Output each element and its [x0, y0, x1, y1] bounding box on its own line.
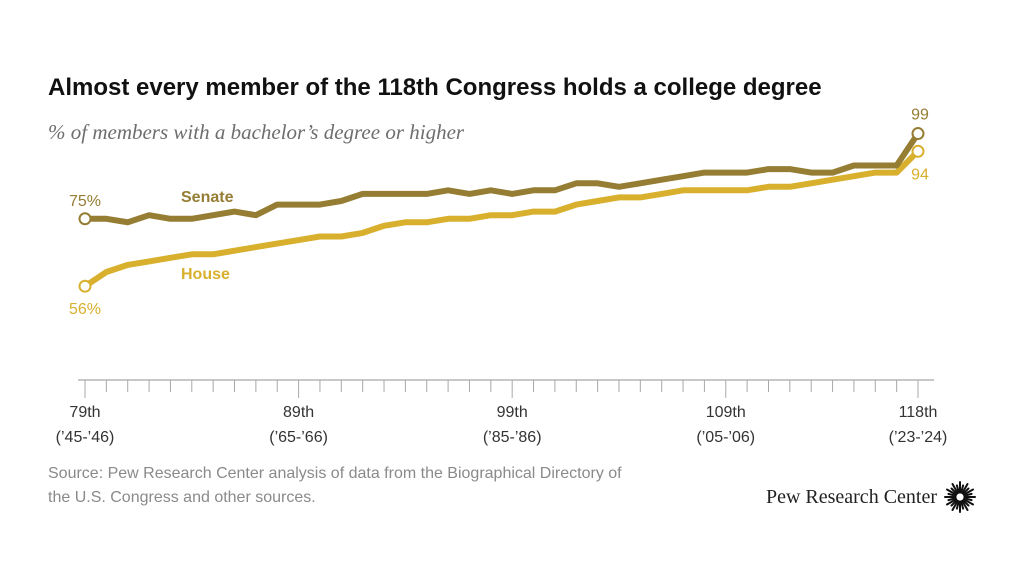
- x-tick-label: 118th: [899, 404, 938, 421]
- house-series-label: House: [181, 266, 230, 283]
- x-tick-label: 89th: [283, 404, 314, 421]
- house-end-point: [911, 144, 925, 158]
- x-tick-label: 109th: [706, 404, 746, 421]
- brand-name: Pew Research Center: [765, 485, 937, 508]
- x-tick-sublabel: (’85-’86): [483, 429, 542, 446]
- senate-series-label: Senate: [181, 189, 234, 206]
- house-end-value: 94: [911, 166, 929, 183]
- senate-start-point: [78, 212, 92, 226]
- x-axis-ticks: 79th (’45-’46) 89th (’65-’66) 99th (’85-’86) 1…: [56, 380, 948, 446]
- x-tick-label: 79th: [69, 404, 100, 421]
- x-tick-sublabel: (’23-’24): [889, 429, 948, 446]
- x-axis: 79th (’45-’46) 89th (’65-’66) 99th (’85-’86) 1…: [56, 379, 948, 446]
- house-start-point: [78, 279, 92, 293]
- source-note: Source: Pew Research Center analysis of …: [48, 465, 622, 506]
- x-tick-sublabel: (’65-’66): [269, 429, 328, 446]
- senate-line: [85, 131, 921, 226]
- chart-title: Almost every member of the 118th Congres…: [48, 74, 822, 101]
- brand-logo: Pew Research Center: [766, 481, 976, 513]
- chart-subtitle: % of members with a bachelor’s degree or…: [48, 120, 465, 144]
- x-tick-sublabel: (’05-’06): [696, 429, 755, 446]
- senate-start-value: 75%: [69, 193, 101, 210]
- x-tick-label: 99th: [497, 404, 528, 421]
- pew-sunburst-icon: [944, 481, 976, 513]
- senate-end-value: 99: [911, 107, 929, 124]
- house-line: [83, 149, 921, 289]
- house-start-value: 56%: [69, 301, 101, 318]
- x-tick-sublabel: (’45-’46): [56, 429, 115, 446]
- series-labels: Senate House 75% 56% 99 94: [69, 107, 929, 319]
- series-lines: [78, 127, 925, 293]
- senate-end-point: [911, 127, 925, 141]
